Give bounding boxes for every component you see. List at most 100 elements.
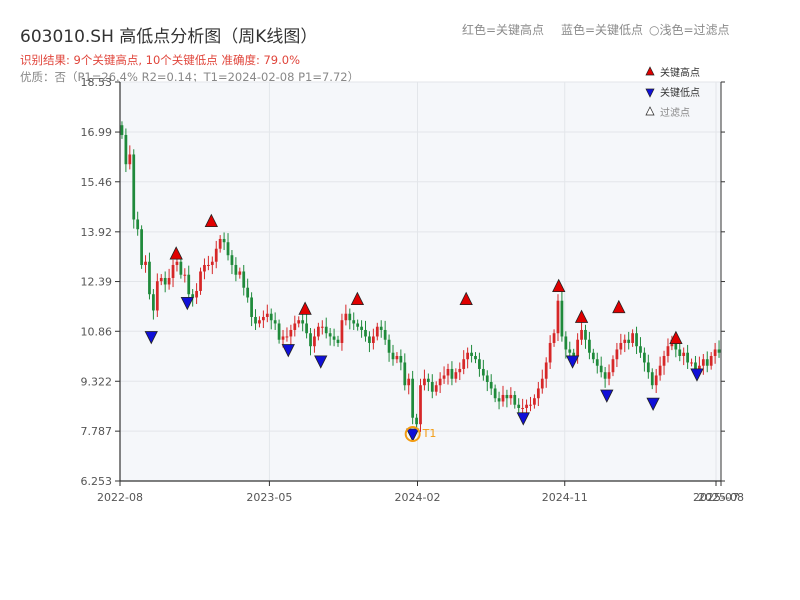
candle-body [548,342,552,363]
legend-low-icon [645,88,655,98]
candle-body [517,404,521,408]
candle-body [348,313,352,321]
candles [120,121,721,433]
candle-body [128,154,132,165]
candle-body [525,404,528,408]
key-low-marker [516,412,530,426]
key-high-marker [298,301,312,315]
candle-body [191,294,195,298]
candle-body [277,323,281,340]
x-tick-label: 2024-11 [542,491,588,504]
key-low-marker [180,296,194,311]
candle-body [434,385,438,392]
y-tick-label: 13.92 [81,226,113,239]
candle-body [619,342,623,350]
candle-body [297,320,301,324]
key-high-marker [669,330,683,344]
y-tick-label: 10.86 [81,325,113,338]
candle-body [262,316,265,321]
candle-body [399,355,403,363]
candle-body [533,398,536,405]
candle-body [635,333,638,347]
candle-body [556,300,560,334]
candle-body [442,375,446,379]
candle-body [344,313,348,321]
candle-body [258,320,261,324]
candle-body [144,261,147,265]
candle-body [218,238,222,249]
legend-text-light: ○浅色=过滤点 [649,23,730,37]
candle-body [650,372,654,386]
candle-body [230,255,234,265]
candle-body [356,323,360,327]
candle-body [694,362,697,369]
y-tick-label: 7.787 [81,425,113,438]
candle-body [222,238,226,243]
candle-body [717,349,721,353]
key-high-marker [459,291,473,305]
candle-body [474,355,477,360]
candle-body [309,333,312,347]
candle-body [540,378,544,389]
legend-label: 过滤点 [660,106,690,119]
y-tick-label: 12.39 [81,276,113,289]
t1-circle [404,425,421,442]
candle-body [387,339,391,353]
plot-area [120,82,721,481]
candle-body [658,365,662,376]
candle-body [580,329,583,340]
candle-body [462,359,466,369]
candle-body [682,352,686,356]
key-low-marker [281,344,295,358]
candle-body [419,385,422,425]
candle-body [183,274,187,276]
key-low-marker [565,355,580,369]
candle-body [497,398,501,402]
candle-body [313,336,316,347]
candle-body [415,417,418,425]
candle-body [423,378,426,386]
candle-body [234,264,238,275]
candle-body [238,271,242,275]
candle-body [698,365,701,369]
candle-body [607,372,611,379]
candle-body [368,336,371,343]
candle-body [505,394,509,399]
candle-body [391,352,395,360]
candle-body [246,287,250,298]
candle-body [686,352,689,363]
candle-body [171,264,175,278]
candle-body [666,346,670,356]
key-high-marker [552,278,566,292]
candle-body [324,326,328,334]
candle-body [124,134,128,165]
key-high-marker [169,246,183,260]
candle-body [155,281,159,311]
y-tick-label: 16.99 [81,126,113,139]
candle-body [364,329,367,337]
candle-body [588,339,591,353]
candle-body [407,378,411,386]
candle-body [395,355,399,360]
candle-body [163,277,167,285]
candle-body [403,362,407,386]
candle-body [501,394,505,402]
candle-body [132,154,136,220]
legend-filtered-icon [645,106,655,116]
candle-body [713,349,717,356]
t1-label: T1 [422,427,437,440]
candle-body [203,264,206,272]
candle-body [670,339,674,347]
candle-body [289,329,293,337]
x-tick-label: 2025-08 [698,491,744,504]
candle-body [623,339,627,343]
candle-body [210,261,214,265]
candle-body [595,359,599,366]
candle-body [285,336,289,338]
x-tick-label: 2024-02 [395,491,441,504]
candle-body [529,404,532,406]
result-summary: 识别结果: 9个关键高点, 10个关键低点 准确度: 79.0% [20,53,301,67]
candle-body [599,365,603,373]
